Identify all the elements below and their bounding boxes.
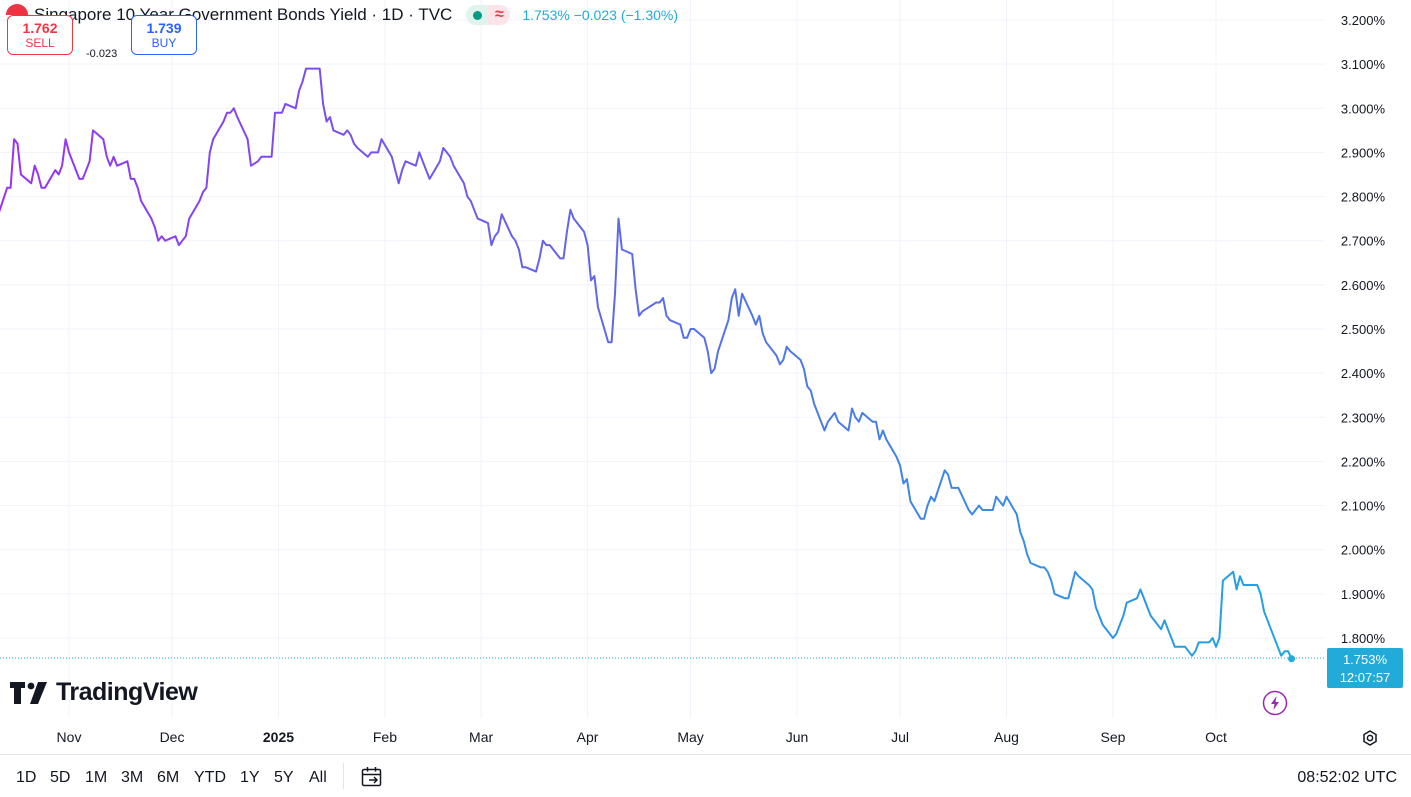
toolbar-divider (343, 763, 344, 789)
price-axis-label: 3.200% (1341, 13, 1386, 28)
last-price-dot (1288, 655, 1296, 663)
time-axis-label: Oct (1205, 729, 1227, 745)
range-5d[interactable]: 5D (50, 769, 71, 786)
time-axis[interactable]: Nov Dec 2025 Feb Mar Apr May Jun Jul Aug Sep Oct (57, 729, 1227, 745)
utc-clock[interactable]: 08:52:02 UTC (1297, 769, 1397, 786)
buy-price: 1.739 (146, 20, 182, 36)
price-chart[interactable]: 1.800% 1.900% 2.000% 2.100% 2.200% 2.300% 2.40… (0, 0, 1411, 754)
price-axis-label: 2.600% (1341, 278, 1386, 293)
price-axis-label: 2.100% (1341, 499, 1386, 514)
range-3m[interactable]: 3M (121, 769, 144, 786)
time-axis-label: Mar (469, 729, 493, 745)
buy-button[interactable]: 1.739 BUY (131, 15, 197, 55)
time-axis-label: Aug (994, 729, 1019, 745)
price-axis-label: 1.900% (1341, 587, 1386, 602)
price-axis-label: 3.100% (1341, 57, 1386, 72)
buy-label: BUY (151, 36, 177, 50)
price-axis-label: 2.700% (1341, 234, 1386, 249)
chart-legend: Singapore 10 Year Government Bonds Yield… (6, 4, 678, 26)
price-axis-label: 2.400% (1341, 366, 1386, 381)
price-axis-label: 2.200% (1341, 454, 1386, 469)
price-axis-label: 2.900% (1341, 145, 1386, 160)
price-tag-countdown: 12:07:57 (1340, 670, 1391, 685)
market-open-icon (466, 5, 489, 25)
data-delay-icon: ≈ (488, 5, 511, 25)
price-axis-label: 2.000% (1341, 543, 1386, 558)
time-axis-label: 2025 (263, 729, 294, 745)
price-tag-value: 1.753% (1343, 652, 1388, 667)
date-range-calendar-icon[interactable] (360, 765, 384, 789)
time-axis-label: Jul (891, 729, 909, 745)
range-all[interactable]: All (309, 769, 327, 786)
range-1d[interactable]: 1D (16, 769, 37, 786)
time-axis-label: Feb (373, 729, 397, 745)
legend-last-value: 1.753% −0.023 (−1.30%) (522, 7, 679, 23)
range-ytd[interactable]: YTD (194, 769, 226, 786)
settings-gear-icon[interactable] (1359, 727, 1381, 749)
range-1m[interactable]: 1M (85, 769, 108, 786)
time-axis-label: May (677, 729, 703, 745)
symbol-title[interactable]: Singapore 10 Year Government Bonds Yield… (34, 5, 453, 24)
tradingview-logo-icon (10, 681, 47, 704)
market-status-pill[interactable]: ≈ (466, 5, 511, 25)
range-6m[interactable]: 6M (157, 769, 180, 786)
sell-button[interactable]: 1.762 SELL (7, 15, 73, 55)
price-axis-label: 2.800% (1341, 190, 1386, 205)
sell-price: 1.762 (22, 20, 58, 36)
price-axis-label: 2.300% (1341, 410, 1386, 425)
tradingview-logo[interactable]: TradingView (10, 678, 198, 707)
bottom-toolbar: 1D 5D 1M 3M 6M YTD 1Y 5Y All 08:52:02 UT… (0, 754, 1411, 797)
spread-value: -0.023 (86, 48, 118, 60)
time-axis-label: Nov (57, 729, 82, 745)
price-axis[interactable]: 1.800% 1.900% 2.000% 2.100% 2.200% 2.300% 2.40… (1341, 13, 1386, 646)
sell-label: SELL (25, 36, 55, 50)
grid-lines (0, 0, 1325, 718)
price-axis-label: 3.000% (1341, 101, 1386, 116)
yield-series-line (0, 67, 1293, 660)
time-axis-label: Apr (577, 729, 599, 745)
range-5y[interactable]: 5Y (274, 769, 294, 786)
price-axis-label: 2.500% (1341, 322, 1386, 337)
time-axis-label: Jun (786, 729, 809, 745)
price-axis-label: 1.800% (1341, 631, 1386, 646)
time-axis-label: Dec (160, 729, 185, 745)
price-tag: 1.753% 12:07:57 (1327, 648, 1403, 688)
lightning-icon[interactable] (1262, 690, 1288, 716)
logo-text: TradingView (56, 678, 198, 706)
range-1y[interactable]: 1Y (240, 769, 260, 786)
time-axis-label: Sep (1101, 729, 1126, 745)
